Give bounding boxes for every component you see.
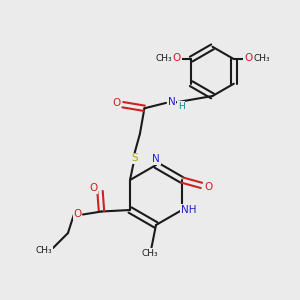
Text: CH₃: CH₃ [254,54,270,63]
Text: O: O [204,182,212,192]
Text: N: N [167,97,175,107]
Text: O: O [89,183,98,193]
Text: NH: NH [181,205,196,215]
Text: N: N [152,154,160,164]
Text: O: O [244,53,252,63]
Text: H: H [178,102,184,111]
Text: S: S [131,153,138,164]
Text: O: O [112,98,120,108]
Text: O: O [74,209,82,219]
Text: CH₃: CH₃ [155,54,172,63]
Text: CH₃: CH₃ [36,246,52,255]
Text: CH₃: CH₃ [142,249,158,258]
Text: O: O [173,53,181,63]
